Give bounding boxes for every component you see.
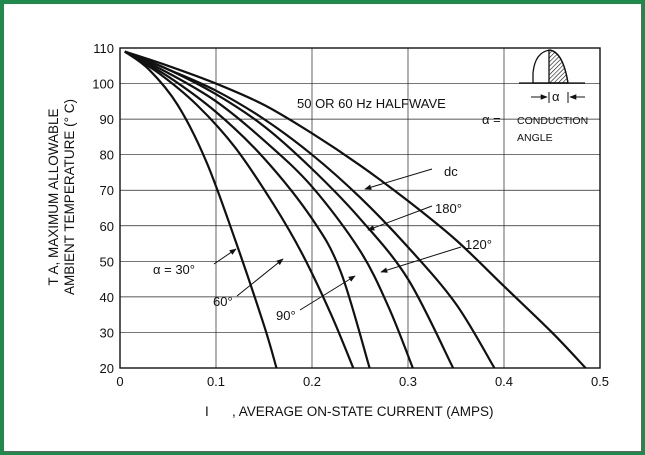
y-tick-label: 90 <box>100 112 114 127</box>
series-line-4 <box>124 50 414 369</box>
series-label-120: 120° <box>465 237 492 252</box>
series-label-60: 60° <box>213 294 233 309</box>
x-tick-label: 0.1 <box>207 374 225 389</box>
series-line-1 <box>124 50 278 369</box>
y-tick-label: 80 <box>100 148 114 163</box>
angle-annotation: ANGLE <box>517 132 553 144</box>
x-tick-label: 0.4 <box>495 374 513 389</box>
y-tick-label: 30 <box>100 325 114 340</box>
series-group <box>124 50 587 369</box>
mode-annotation: 50 OR 60 Hz HALFWAVE <box>297 96 446 111</box>
x-tick-label: 0.2 <box>303 374 321 389</box>
series-line-7 <box>124 50 587 369</box>
y-tick-label: 110 <box>93 41 114 56</box>
y-tick-label: 20 <box>100 361 114 376</box>
series-label-90: 90° <box>276 308 296 323</box>
y-axis-label-line1: T A, MAXIMUM ALLOWABLE <box>46 108 61 285</box>
series-label-30: α = 30° <box>153 262 195 277</box>
conduction-annotation: CONDUCTION <box>517 115 588 127</box>
y-tick-label: 50 <box>100 254 114 269</box>
inset-alpha-label: α <box>552 89 560 104</box>
series-label-dc: dc <box>444 164 458 179</box>
series-line-3 <box>124 50 371 369</box>
y-tick-label: 100 <box>92 77 114 92</box>
y-tick-label: 40 <box>100 290 114 305</box>
x-tick-label: 0.3 <box>399 374 417 389</box>
series-label-180: 180° <box>435 201 462 216</box>
alpha-equals-annotation: α = <box>482 112 501 127</box>
tick-labels: 20 30 40 50 60 70 80 90 100 110 0 0.1 0.2 0.3 0.4 0.5 <box>92 41 609 389</box>
conduction-angle-inset: α <box>519 49 585 104</box>
x-axis-label: , AVERAGE ON-STATE CURRENT (AMPS) <box>232 404 494 419</box>
y-tick-label: 70 <box>100 183 114 198</box>
y-axis-label-line2: AMBIENT TEMPERATURE (° C) <box>62 99 77 295</box>
series-line-2 <box>124 50 355 369</box>
x-axis-prefix: I <box>205 404 209 419</box>
y-tick-label: 60 <box>100 219 114 234</box>
x-tick-label: 0.5 <box>591 374 609 389</box>
series-line-6 <box>124 50 496 369</box>
x-tick-label: 0 <box>116 374 123 389</box>
plot-area <box>119 47 601 369</box>
